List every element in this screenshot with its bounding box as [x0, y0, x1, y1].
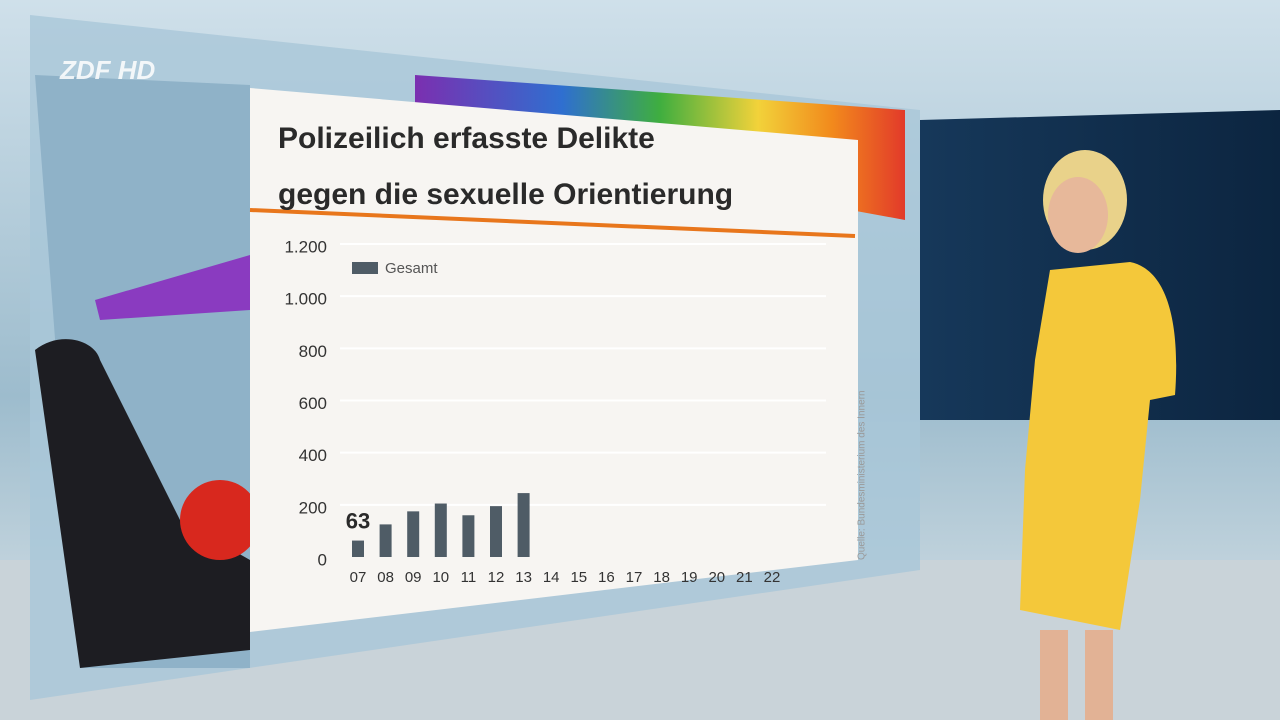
x-tick-label: 11: [461, 569, 477, 586]
x-tick-label: 19: [681, 569, 698, 586]
x-tick-label: 18: [653, 569, 670, 586]
legend-label: Gesamt: [385, 260, 438, 277]
bar: [517, 493, 530, 557]
y-tick-label: 800: [299, 342, 327, 361]
y-tick-label: 200: [299, 498, 327, 517]
photo-flag-left: [95, 255, 250, 320]
y-tick-label: 1.200: [284, 237, 327, 256]
title-rule: [249, 208, 856, 238]
bar: [434, 503, 447, 557]
x-tick-label: 21: [736, 569, 753, 586]
x-tick-label: 09: [405, 569, 422, 586]
x-tick-label: 12: [488, 569, 505, 586]
channel-logo: ZDF HD: [59, 55, 156, 85]
x-tick-label: 10: [432, 569, 449, 586]
bar: [490, 506, 502, 557]
y-tick-label: 600: [299, 394, 327, 413]
bar: [352, 540, 364, 557]
chart-panel: [250, 88, 858, 632]
x-tick-label: 14: [543, 569, 560, 586]
bar: [462, 515, 475, 557]
x-tick-label: 16: [598, 569, 615, 586]
legend-swatch: [352, 262, 378, 274]
chart-title: Polizeilich erfasste Delikte: [278, 122, 655, 155]
bar: [379, 524, 392, 557]
y-tick-label: 400: [299, 446, 327, 465]
x-tick-label: 20: [708, 569, 725, 586]
x-tick-label: 07: [350, 569, 367, 586]
y-tick-label: 0: [318, 550, 327, 569]
x-tick-label: 17: [626, 569, 643, 586]
value-label: 63: [346, 508, 370, 533]
presenter: [1020, 150, 1177, 720]
chart-title: gegen die sexuelle Orientierung: [278, 178, 733, 211]
x-tick-label: 13: [515, 569, 532, 586]
x-tick-label: 22: [764, 569, 781, 586]
photo-hair: [180, 480, 260, 560]
x-tick-label: 08: [377, 569, 394, 586]
x-tick-label: 15: [570, 569, 587, 586]
source-note: Quelle: Bundesministerium des Innern: [857, 390, 868, 560]
bar: [407, 511, 420, 557]
y-tick-label: 1.000: [284, 290, 327, 309]
photo-person: [35, 339, 250, 668]
